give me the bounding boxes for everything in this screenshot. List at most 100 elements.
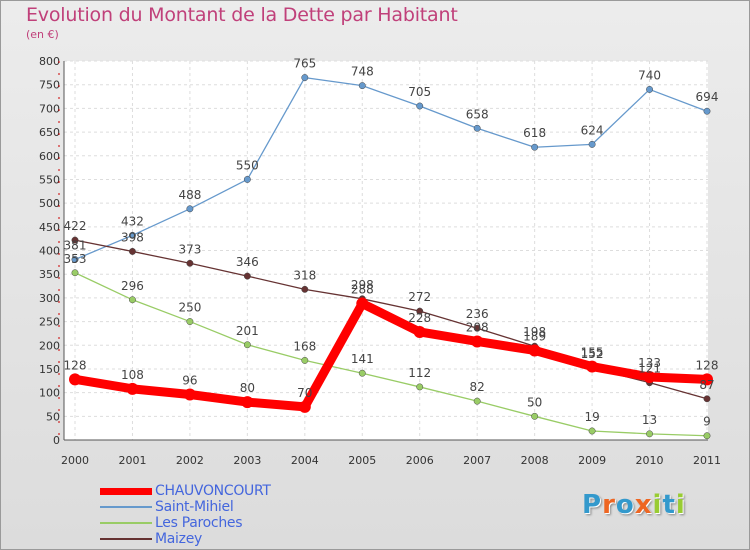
y-tick-label: 200 bbox=[39, 339, 60, 352]
point-chauvoncourt bbox=[471, 335, 484, 348]
point-les-paroches bbox=[358, 369, 366, 377]
legend-label-les-paroches: Les Paroches bbox=[155, 515, 243, 531]
data-label-saint-mihiel: 694 bbox=[696, 90, 719, 104]
data-label-saint-mihiel: 624 bbox=[581, 123, 604, 137]
point-chauvoncourt bbox=[356, 297, 369, 310]
data-label-les-paroches: 19 bbox=[584, 410, 599, 424]
data-label-chauvoncourt: 128 bbox=[696, 358, 719, 372]
y-tick-label: 100 bbox=[39, 387, 60, 400]
data-label-les-paroches: 168 bbox=[293, 339, 316, 353]
logo-letter: P bbox=[582, 490, 603, 520]
point-les-paroches bbox=[71, 269, 79, 277]
data-label-chauvoncourt: 155 bbox=[581, 346, 604, 360]
point-saint-mihiel bbox=[473, 124, 481, 132]
point-chauvoncourt bbox=[69, 373, 81, 386]
axes: 0501001502002503003504004505005506006507… bbox=[39, 55, 721, 467]
data-label-maizey: 318 bbox=[293, 268, 316, 282]
data-label-les-paroches: 353 bbox=[64, 252, 87, 266]
data-label-les-paroches: 296 bbox=[121, 279, 144, 293]
y-tick-label: 450 bbox=[39, 221, 60, 234]
data-label-maizey: 373 bbox=[178, 242, 201, 256]
data-label-maizey: 422 bbox=[64, 219, 87, 233]
data-label-les-paroches: 13 bbox=[642, 413, 657, 427]
y-tick-label: 550 bbox=[39, 173, 60, 186]
data-labels: 128 108 96 80 70 288 228 208 189 155 133 128 381 432 4… bbox=[64, 57, 719, 429]
data-label-maizey: 298 bbox=[351, 278, 374, 292]
x-tick-label: 2000 bbox=[61, 454, 89, 467]
data-label-maizey: 346 bbox=[236, 255, 259, 269]
point-saint-mihiel bbox=[703, 107, 711, 115]
data-label-chauvoncourt: 189 bbox=[523, 329, 546, 343]
point-les-paroches bbox=[301, 356, 309, 364]
x-tick-label: 2011 bbox=[693, 454, 721, 467]
y-tick-label: 750 bbox=[39, 79, 60, 92]
proxiti-logo: Proxiti bbox=[582, 490, 686, 520]
legend-swatch-les-paroches bbox=[100, 522, 152, 524]
data-label-chauvoncourt: 96 bbox=[182, 374, 197, 388]
data-label-chauvoncourt: 108 bbox=[121, 368, 144, 382]
point-chauvoncourt bbox=[241, 396, 254, 409]
point-maizey bbox=[186, 259, 194, 267]
point-les-paroches bbox=[703, 432, 711, 440]
legend-label-saint-mihiel: Saint-Mihiel bbox=[155, 499, 234, 515]
data-label-maizey: 152 bbox=[581, 347, 604, 361]
data-label-maizey: 87 bbox=[699, 378, 714, 392]
logo-letter: t bbox=[662, 490, 676, 520]
data-label-chauvoncourt: 80 bbox=[240, 381, 255, 395]
legend-swatch-chauvoncourt bbox=[100, 488, 152, 495]
point-saint-mihiel bbox=[243, 175, 251, 183]
point-chauvoncourt bbox=[701, 373, 713, 386]
point-les-paroches bbox=[416, 383, 424, 391]
y-tick-label: 0 bbox=[53, 434, 60, 447]
x-tick-label: 2010 bbox=[636, 454, 664, 467]
data-label-les-paroches: 82 bbox=[470, 380, 485, 394]
y-tick-label: 150 bbox=[39, 363, 60, 376]
point-les-paroches bbox=[129, 296, 136, 304]
logo-letter: o bbox=[615, 490, 635, 520]
point-saint-mihiel bbox=[358, 82, 366, 90]
point-maizey bbox=[473, 324, 481, 332]
legend-label-chauvoncourt: CHAUVONCOURT bbox=[155, 483, 271, 499]
data-label-maizey: 236 bbox=[466, 307, 489, 321]
point-les-paroches bbox=[588, 427, 596, 435]
y-tick-label: 350 bbox=[39, 268, 60, 281]
point-maizey bbox=[129, 247, 136, 255]
y-tick-label: 500 bbox=[39, 197, 60, 210]
y-tick-label: 300 bbox=[39, 292, 60, 305]
data-label-chauvoncourt: 133 bbox=[638, 356, 661, 370]
grid bbox=[64, 60, 708, 441]
point-saint-mihiel bbox=[588, 140, 596, 148]
data-label-les-paroches: 50 bbox=[527, 395, 542, 409]
data-label-chauvoncourt: 70 bbox=[297, 386, 312, 400]
data-label-maizey: 198 bbox=[523, 325, 546, 339]
x-tick-label: 2001 bbox=[118, 454, 146, 467]
x-tick-label: 2005 bbox=[348, 454, 376, 467]
point-les-paroches bbox=[243, 341, 251, 349]
data-label-maizey: 121 bbox=[638, 362, 661, 376]
data-label-saint-mihiel: 705 bbox=[408, 85, 431, 99]
data-label-saint-mihiel: 381 bbox=[64, 239, 87, 253]
series-line-chauvoncourt bbox=[70, 299, 712, 412]
point-les-paroches bbox=[473, 397, 481, 405]
data-label-les-paroches: 250 bbox=[178, 301, 201, 315]
data-label-chauvoncourt: 228 bbox=[408, 311, 431, 325]
data-label-saint-mihiel: 765 bbox=[293, 57, 316, 71]
point-saint-mihiel bbox=[531, 143, 539, 151]
point-maizey bbox=[416, 307, 424, 315]
logo-letter: r bbox=[602, 490, 616, 520]
x-tick-label: 2006 bbox=[406, 454, 434, 467]
point-saint-mihiel bbox=[186, 205, 194, 213]
point-saint-mihiel bbox=[301, 74, 309, 82]
data-label-chauvoncourt: 208 bbox=[466, 320, 489, 334]
series-line-les-paroches bbox=[74, 272, 708, 437]
legend-swatch-maizey bbox=[100, 538, 152, 540]
point-chauvoncourt bbox=[298, 400, 311, 413]
data-label-saint-mihiel: 740 bbox=[638, 68, 661, 82]
point-les-paroches bbox=[531, 412, 539, 420]
data-label-les-paroches: 201 bbox=[236, 324, 259, 338]
point-saint-mihiel bbox=[71, 256, 79, 263]
point-chauvoncourt bbox=[413, 325, 426, 338]
chart-title: Evolution du Montant de la Dette par Hab… bbox=[26, 4, 458, 26]
point-saint-mihiel bbox=[129, 231, 136, 239]
